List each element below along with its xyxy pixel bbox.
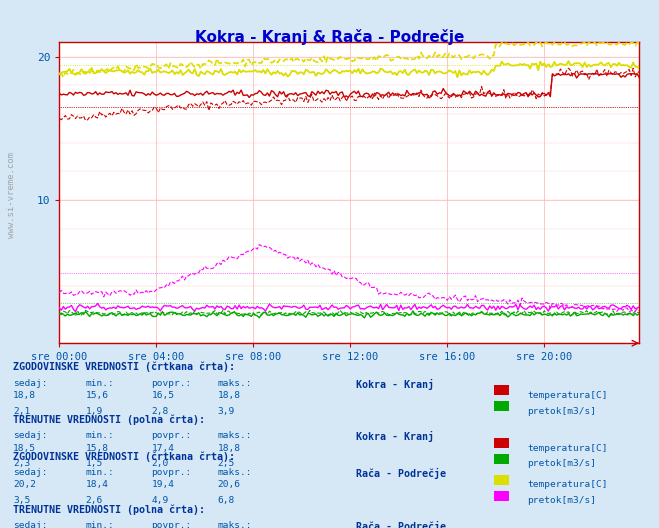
Text: 1,9: 1,9 (86, 407, 103, 416)
Text: 2,3: 2,3 (13, 459, 30, 468)
Text: 2,6: 2,6 (86, 496, 103, 505)
Text: 3,9: 3,9 (217, 407, 235, 416)
Text: 20,2: 20,2 (13, 480, 36, 489)
Text: Rača - Podrečje: Rača - Podrečje (356, 521, 446, 528)
Text: maks.:: maks.: (217, 521, 252, 528)
Text: 20,6: 20,6 (217, 480, 241, 489)
Text: pretok[m3/s]: pretok[m3/s] (527, 407, 596, 416)
Text: Rača - Podrečje: Rača - Podrečje (356, 468, 446, 479)
Text: 16,5: 16,5 (152, 391, 175, 400)
Text: temperatura[C]: temperatura[C] (527, 444, 608, 452)
Text: pretok[m3/s]: pretok[m3/s] (527, 459, 596, 468)
Text: povpr.:: povpr.: (152, 521, 192, 528)
Text: povpr.:: povpr.: (152, 468, 192, 477)
Text: 15,6: 15,6 (86, 391, 109, 400)
Text: 2,8: 2,8 (152, 407, 169, 416)
Text: maks.:: maks.: (217, 431, 252, 440)
Text: 2,0: 2,0 (152, 459, 169, 468)
Text: Kokra - Kranj: Kokra - Kranj (356, 431, 434, 442)
Text: pretok[m3/s]: pretok[m3/s] (527, 496, 596, 505)
Text: maks.:: maks.: (217, 379, 252, 388)
Text: www.si-vreme.com: www.si-vreme.com (7, 153, 16, 238)
Text: 1,5: 1,5 (86, 459, 103, 468)
Text: 6,8: 6,8 (217, 496, 235, 505)
Text: 18,5: 18,5 (13, 444, 36, 452)
Text: sedaj:: sedaj: (13, 379, 47, 388)
Text: 18,8: 18,8 (217, 444, 241, 452)
Text: 4,9: 4,9 (152, 496, 169, 505)
Text: sedaj:: sedaj: (13, 468, 47, 477)
Text: 2,1: 2,1 (13, 407, 30, 416)
Text: 18,4: 18,4 (86, 480, 109, 489)
Text: min.:: min.: (86, 468, 115, 477)
Text: 18,8: 18,8 (217, 391, 241, 400)
Text: TRENUTNE VREDNOSTI (polna črta):: TRENUTNE VREDNOSTI (polna črta): (13, 414, 205, 425)
Text: 17,4: 17,4 (152, 444, 175, 452)
Text: temperatura[C]: temperatura[C] (527, 480, 608, 489)
Text: 19,4: 19,4 (152, 480, 175, 489)
Text: sedaj:: sedaj: (13, 521, 47, 528)
Text: ZGODOVINSKE VREDNOSTI (črtkana črta):: ZGODOVINSKE VREDNOSTI (črtkana črta): (13, 451, 235, 462)
Text: ZGODOVINSKE VREDNOSTI (črtkana črta):: ZGODOVINSKE VREDNOSTI (črtkana črta): (13, 362, 235, 372)
Text: maks.:: maks.: (217, 468, 252, 477)
Text: 18,8: 18,8 (13, 391, 36, 400)
Text: min.:: min.: (86, 379, 115, 388)
Text: povpr.:: povpr.: (152, 431, 192, 440)
Text: min.:: min.: (86, 431, 115, 440)
Text: min.:: min.: (86, 521, 115, 528)
Text: temperatura[C]: temperatura[C] (527, 391, 608, 400)
Text: 15,8: 15,8 (86, 444, 109, 452)
Text: Kokra - Kranj: Kokra - Kranj (356, 379, 434, 390)
Text: Kokra - Kranj & Rača - Podrečje: Kokra - Kranj & Rača - Podrečje (195, 29, 464, 45)
Text: 2,5: 2,5 (217, 459, 235, 468)
Text: povpr.:: povpr.: (152, 379, 192, 388)
Text: 3,5: 3,5 (13, 496, 30, 505)
Text: sedaj:: sedaj: (13, 431, 47, 440)
Text: TRENUTNE VREDNOSTI (polna črta):: TRENUTNE VREDNOSTI (polna črta): (13, 504, 205, 515)
